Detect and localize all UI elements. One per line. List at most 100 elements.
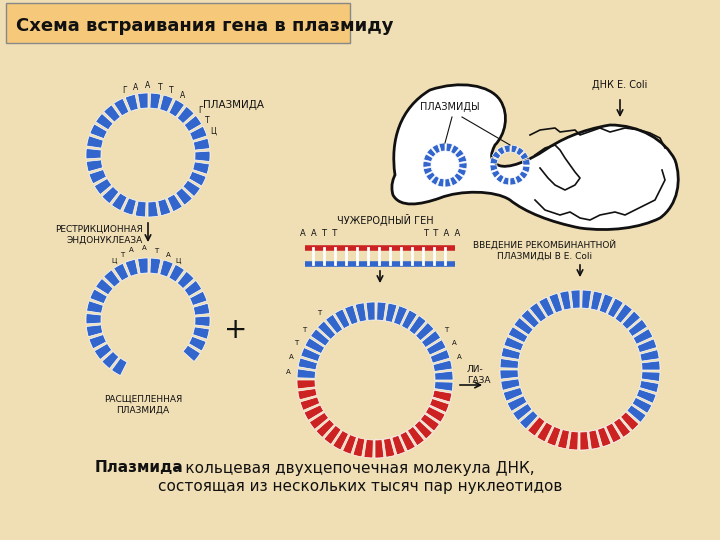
Text: РЕСТРИКЦИОННАЯ
ЭНДОНУКЛЕАЗА: РЕСТРИКЦИОННАЯ ЭНДОНУКЛЕАЗА: [55, 225, 143, 245]
Wedge shape: [510, 177, 516, 185]
Text: ДНК Е. Coli: ДНК Е. Coli: [593, 80, 648, 90]
Wedge shape: [504, 145, 510, 153]
Text: Т: Т: [158, 83, 162, 92]
Wedge shape: [580, 431, 589, 450]
Wedge shape: [112, 193, 127, 211]
Wedge shape: [445, 178, 451, 187]
Text: А: А: [289, 354, 293, 361]
Wedge shape: [392, 435, 405, 455]
Wedge shape: [318, 321, 336, 340]
Wedge shape: [324, 426, 341, 444]
Text: ЧУЖЕРОДНЫЙ ГЕН: ЧУЖЕРОДНЫЙ ГЕН: [337, 214, 433, 226]
Wedge shape: [125, 259, 138, 276]
Wedge shape: [615, 304, 632, 323]
Wedge shape: [420, 414, 439, 431]
Wedge shape: [539, 297, 554, 317]
Wedge shape: [430, 399, 449, 413]
Wedge shape: [94, 343, 112, 360]
Wedge shape: [503, 177, 509, 185]
Text: А  А  Т  Т: А А Т Т: [300, 229, 337, 238]
Wedge shape: [519, 171, 528, 179]
Wedge shape: [104, 105, 120, 122]
Wedge shape: [176, 188, 192, 205]
Wedge shape: [297, 369, 315, 379]
Wedge shape: [569, 431, 578, 450]
Wedge shape: [385, 303, 397, 322]
Wedge shape: [375, 440, 384, 458]
FancyBboxPatch shape: [6, 3, 350, 43]
Wedge shape: [639, 381, 659, 393]
Wedge shape: [325, 314, 343, 334]
Wedge shape: [86, 325, 103, 336]
Wedge shape: [310, 413, 328, 429]
Text: – кольцевая двухцепочечная молекула ДНК,: – кольцевая двухцепочечная молекула ДНК,: [168, 461, 535, 476]
Wedge shape: [430, 399, 449, 413]
Text: Т: Т: [444, 327, 449, 333]
Wedge shape: [135, 201, 146, 217]
Wedge shape: [613, 418, 631, 437]
Wedge shape: [427, 148, 436, 157]
Wedge shape: [559, 291, 571, 310]
Wedge shape: [167, 194, 182, 212]
Wedge shape: [599, 294, 613, 314]
Text: А: А: [456, 354, 462, 361]
Wedge shape: [589, 430, 600, 449]
Wedge shape: [514, 318, 533, 335]
Wedge shape: [304, 405, 323, 420]
Wedge shape: [148, 201, 158, 217]
Wedge shape: [454, 173, 463, 182]
Wedge shape: [193, 138, 210, 150]
Wedge shape: [446, 143, 453, 152]
Text: ЛИ-
ГАЗА: ЛИ- ГАЗА: [467, 365, 490, 384]
Text: Г: Г: [199, 106, 203, 115]
Wedge shape: [508, 327, 528, 343]
Wedge shape: [426, 407, 445, 422]
Wedge shape: [125, 94, 138, 111]
Wedge shape: [434, 382, 453, 391]
Wedge shape: [310, 329, 330, 346]
Wedge shape: [392, 435, 405, 455]
Wedge shape: [521, 309, 539, 328]
Wedge shape: [169, 265, 184, 282]
Text: А: А: [145, 82, 150, 91]
Wedge shape: [642, 372, 660, 381]
Wedge shape: [421, 330, 441, 348]
Wedge shape: [193, 162, 210, 174]
Wedge shape: [194, 316, 210, 327]
Wedge shape: [420, 414, 439, 431]
Wedge shape: [114, 98, 129, 116]
Text: А: А: [133, 83, 139, 92]
Wedge shape: [580, 431, 589, 450]
Wedge shape: [333, 430, 348, 450]
Wedge shape: [431, 176, 439, 185]
Wedge shape: [353, 437, 365, 457]
Text: А: А: [451, 340, 456, 346]
Wedge shape: [402, 310, 417, 329]
Text: ПЛАЗМИДА: ПЛАЗМИДА: [203, 100, 264, 110]
Wedge shape: [400, 431, 415, 451]
Wedge shape: [183, 345, 200, 361]
Text: +: +: [225, 316, 248, 344]
Wedge shape: [408, 427, 424, 446]
Wedge shape: [598, 427, 611, 447]
Wedge shape: [184, 116, 202, 132]
Wedge shape: [457, 168, 467, 176]
Wedge shape: [528, 417, 545, 436]
Wedge shape: [500, 359, 518, 368]
Wedge shape: [184, 280, 202, 296]
Wedge shape: [529, 303, 546, 322]
Wedge shape: [408, 427, 424, 446]
Wedge shape: [633, 329, 653, 344]
Wedge shape: [598, 427, 611, 447]
Wedge shape: [90, 124, 107, 139]
Wedge shape: [423, 161, 431, 167]
Wedge shape: [177, 106, 194, 124]
Text: Т: Т: [169, 86, 174, 94]
Wedge shape: [500, 370, 518, 379]
Wedge shape: [606, 423, 621, 443]
Wedge shape: [297, 380, 315, 389]
Text: Т: Т: [317, 310, 321, 316]
Wedge shape: [300, 397, 320, 410]
Wedge shape: [102, 352, 119, 369]
Wedge shape: [86, 148, 102, 159]
